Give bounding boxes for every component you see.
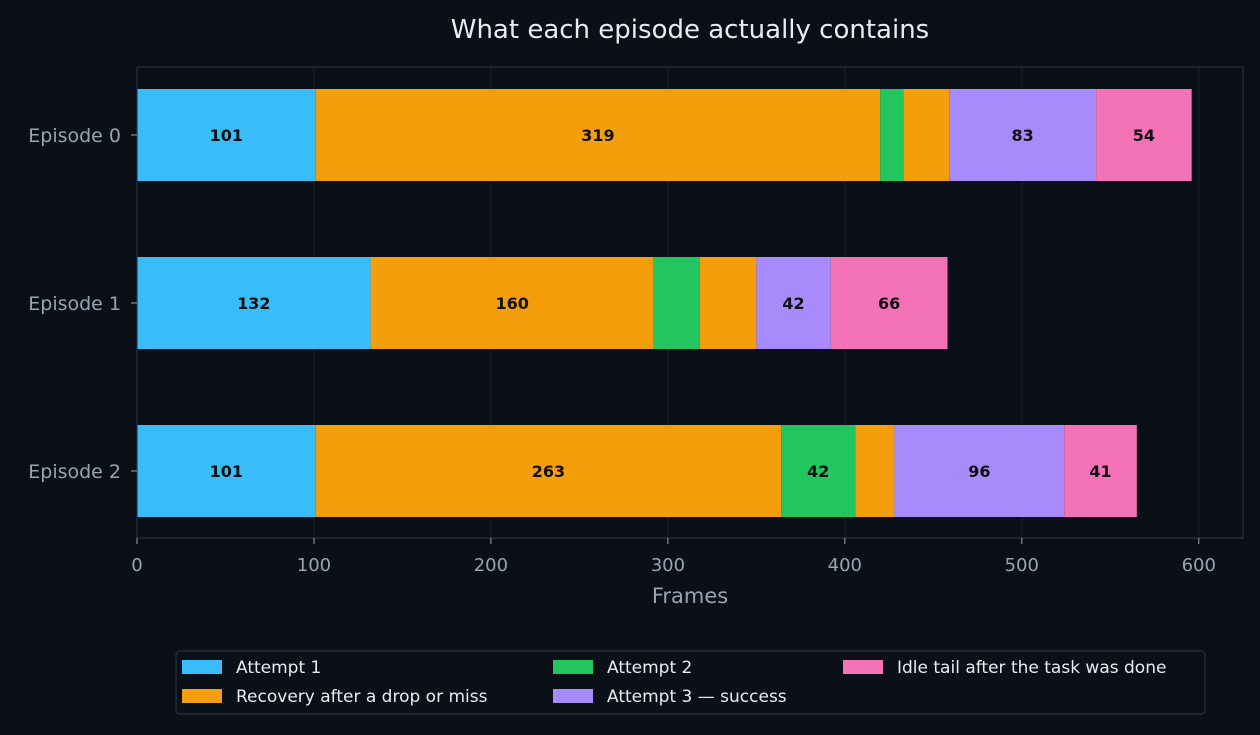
bar-segment bbox=[653, 257, 700, 349]
bars: 101 319 83 54 132 160 42 66 101 263 42 96 41 bbox=[137, 89, 1192, 517]
y-tick-label: Episode 0 bbox=[28, 125, 121, 147]
bar-segment bbox=[370, 257, 654, 349]
x-tick-label: 300 bbox=[651, 555, 685, 576]
bar-value-label: 101 bbox=[210, 462, 243, 481]
legend-swatch bbox=[843, 660, 883, 674]
x-tick-label: 600 bbox=[1182, 555, 1216, 576]
legend-label: Attempt 3 — success bbox=[607, 687, 787, 707]
bar-value-label: 42 bbox=[807, 462, 829, 481]
bar-value-label: 101 bbox=[210, 126, 243, 145]
bar-segment bbox=[880, 89, 904, 181]
bar-segment bbox=[137, 257, 371, 349]
bar-segment bbox=[894, 425, 1065, 517]
bar-value-label: 96 bbox=[968, 462, 990, 481]
legend-label: Recovery after a drop or miss bbox=[236, 687, 488, 707]
x-axis: 0 100 200 300 400 500 600 bbox=[131, 538, 1216, 576]
legend-label: Idle tail after the task was done bbox=[897, 658, 1166, 678]
legend: Attempt 1 Recovery after a drop or miss At… bbox=[175, 650, 1206, 715]
y-tick-label: Episode 2 bbox=[28, 461, 121, 483]
x-tick-label: 0 bbox=[131, 555, 142, 576]
bar-segment bbox=[137, 425, 316, 517]
bar-value-label: 54 bbox=[1133, 126, 1155, 145]
bar-segment bbox=[1064, 425, 1137, 517]
bar-value-label: 160 bbox=[495, 294, 528, 313]
legend-label: Attempt 2 bbox=[607, 658, 692, 678]
bar-value-label: 42 bbox=[782, 294, 804, 313]
bar-value-label: 132 bbox=[237, 294, 270, 313]
bar-segment bbox=[699, 257, 757, 349]
bar-segment bbox=[949, 89, 1097, 181]
bar-segment bbox=[756, 257, 831, 349]
bar-segment bbox=[315, 89, 881, 181]
legend-swatch bbox=[182, 660, 222, 674]
bar-segment bbox=[1096, 89, 1192, 181]
bar-value-label: 66 bbox=[878, 294, 900, 313]
bar-segment bbox=[855, 425, 895, 517]
x-axis-label: Frames bbox=[652, 584, 728, 608]
bar-segment bbox=[830, 257, 948, 349]
bar-value-label: 319 bbox=[581, 126, 614, 145]
legend-swatch bbox=[553, 689, 593, 703]
bar-segment bbox=[315, 425, 782, 517]
legend-swatch bbox=[553, 660, 593, 674]
y-tick-label: Episode 1 bbox=[28, 293, 121, 315]
bar-segment bbox=[781, 425, 856, 517]
bar-value-label: 83 bbox=[1012, 126, 1034, 145]
legend-swatch bbox=[182, 689, 222, 703]
x-tick-label: 200 bbox=[474, 555, 508, 576]
chart-title: What each episode actually contains bbox=[451, 15, 929, 45]
x-tick-label: 400 bbox=[828, 555, 862, 576]
bar-value-label: 263 bbox=[532, 462, 565, 481]
x-tick-label: 500 bbox=[1005, 555, 1039, 576]
y-axis: Episode 0 Episode 1 Episode 2 bbox=[28, 125, 137, 483]
bar-value-label: 41 bbox=[1089, 462, 1111, 481]
x-tick-label: 100 bbox=[297, 555, 331, 576]
legend-label: Attempt 1 bbox=[236, 658, 321, 678]
legend-box bbox=[175, 650, 1206, 715]
bar-segment bbox=[137, 89, 316, 181]
bar-segment bbox=[903, 89, 950, 181]
